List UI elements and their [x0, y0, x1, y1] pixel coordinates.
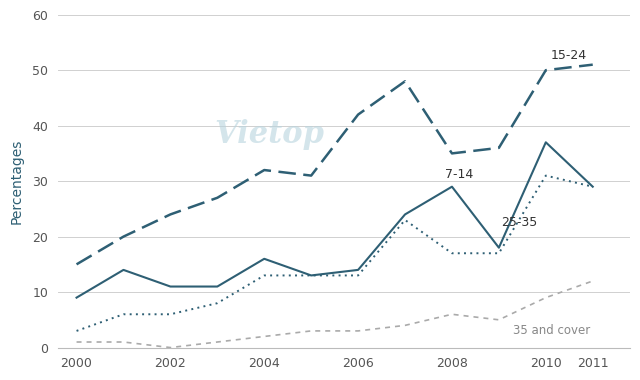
- Text: 35 and cover: 35 and cover: [513, 324, 590, 337]
- Text: 15-24: 15-24: [550, 49, 587, 62]
- Text: 7-14: 7-14: [445, 168, 473, 181]
- Y-axis label: Percentages: Percentages: [10, 138, 24, 224]
- Text: 25-35: 25-35: [501, 215, 538, 228]
- Text: Vietop: Vietop: [214, 119, 324, 150]
